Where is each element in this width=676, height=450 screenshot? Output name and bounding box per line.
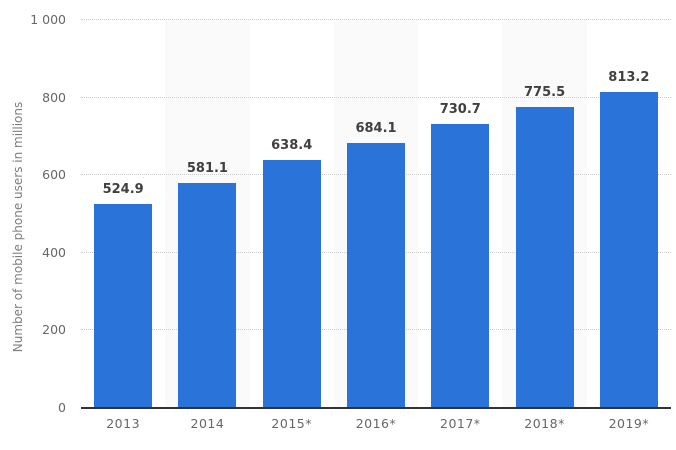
bar-value-label: 730.7 <box>439 102 481 118</box>
bar-value-label: 524.9 <box>102 182 144 198</box>
bar <box>94 204 153 408</box>
y-gridline <box>81 19 671 20</box>
x-axis-tick-label: 2019* <box>608 416 650 431</box>
bar <box>178 182 237 408</box>
x-axis-tick-label: 2018* <box>524 416 565 431</box>
bar <box>262 160 321 408</box>
x-axis-line <box>81 407 671 409</box>
x-axis-tick-label: 2014 <box>190 416 225 431</box>
y-axis-tick-label: 200 <box>42 322 66 338</box>
x-axis-tick-label: 2015* <box>271 416 312 431</box>
bar-value-label: 638.4 <box>271 138 313 154</box>
bar-value-label: 813.2 <box>608 70 650 86</box>
bar-value-label: 775.5 <box>524 85 566 101</box>
bar <box>431 124 490 408</box>
y-axis-tick-label: 0 <box>58 400 66 415</box>
bar <box>347 142 405 408</box>
x-axis-tick-label: 2017* <box>440 416 481 431</box>
y-axis-tick-label: 1 000 <box>30 12 66 27</box>
y-axis-tick-label: 400 <box>42 244 66 260</box>
bar <box>515 107 574 408</box>
bar-value-label: 581.1 <box>186 160 228 176</box>
y-axis-tick-label: 800 <box>42 89 66 105</box>
bar <box>599 92 658 408</box>
y-axis-title: Number of mobile phone users in millions <box>11 101 25 353</box>
y-axis-tick-label: 600 <box>42 167 66 183</box>
y-gridline <box>81 96 671 98</box>
x-axis-tick-label: 2013 <box>106 416 141 431</box>
x-axis-tick-label: 2016* <box>355 416 397 431</box>
bar-value-label: 684.1 <box>355 120 397 136</box>
